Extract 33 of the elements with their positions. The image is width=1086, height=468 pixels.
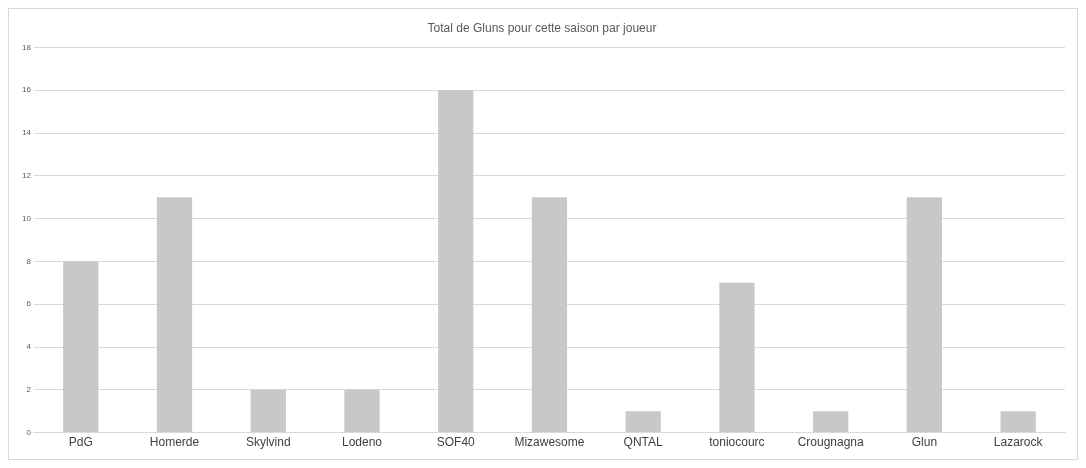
x-tick-label: Glun	[911, 435, 938, 450]
bar	[906, 197, 943, 433]
bar	[250, 389, 286, 433]
bar	[63, 261, 99, 433]
x-tick-label: toniocourc	[709, 435, 765, 450]
y-tick-label: 18	[21, 42, 32, 52]
bar	[813, 411, 849, 433]
x-tick-label: Lodeno	[341, 435, 383, 450]
bar	[344, 389, 380, 433]
x-tick-label: PdG	[68, 435, 93, 450]
y-tick-label: 2	[26, 385, 32, 394]
x-tick-label: Lazarock	[993, 435, 1044, 450]
bar	[1000, 411, 1036, 433]
y-tick-label: 14	[21, 128, 32, 138]
y-tick-label: 6	[26, 299, 32, 309]
bar	[719, 282, 755, 433]
x-tick-label: QNTAL	[623, 435, 664, 450]
y-tick-label: 12	[21, 171, 32, 180]
bar	[625, 411, 661, 433]
y-tick-label: 16	[21, 85, 32, 95]
x-tick-label: SOF40	[436, 435, 476, 450]
bar	[438, 90, 474, 433]
x-tick-label: Homerde	[149, 435, 200, 450]
chart-title: Total de Gluns pour cette saison par joueur	[427, 20, 657, 35]
y-tick-label: 4	[26, 342, 32, 352]
bar	[531, 197, 568, 433]
x-tick-label: Skylvind	[245, 435, 291, 450]
x-tick-label: Mizawesome	[514, 435, 585, 450]
y-tick-label: 0	[26, 427, 32, 437]
y-tick-label: 8	[26, 256, 32, 266]
x-tick-label: Crougnagna	[797, 435, 865, 450]
y-tick-label: 10	[21, 213, 32, 223]
bar	[156, 197, 193, 433]
